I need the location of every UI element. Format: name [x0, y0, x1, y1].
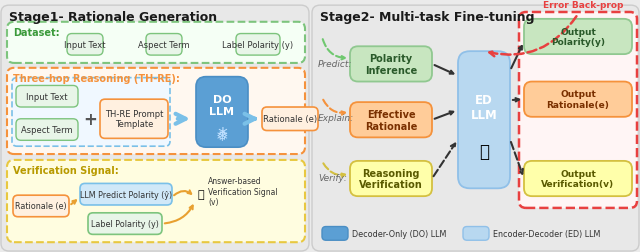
FancyBboxPatch shape [88, 213, 162, 234]
FancyBboxPatch shape [16, 86, 78, 108]
Text: Predict:: Predict: [318, 60, 353, 69]
Text: Input Text: Input Text [26, 92, 68, 101]
Text: Output
Rationale(e): Output Rationale(e) [547, 90, 609, 109]
Text: Answer-based
Verification Signal
(v): Answer-based Verification Signal (v) [208, 177, 278, 206]
Text: Verification Signal:: Verification Signal: [13, 165, 119, 175]
Text: Dataset:: Dataset: [13, 27, 60, 38]
FancyBboxPatch shape [524, 20, 632, 55]
Text: Polarity
Inference: Polarity Inference [365, 54, 417, 75]
FancyBboxPatch shape [463, 227, 489, 240]
Text: Aspect Term: Aspect Term [138, 41, 190, 50]
Text: Aspect Term: Aspect Term [21, 125, 73, 135]
Text: Rationale (e): Rationale (e) [15, 202, 67, 211]
Text: Label Polarity (y): Label Polarity (y) [223, 41, 294, 50]
FancyBboxPatch shape [7, 160, 305, 242]
FancyBboxPatch shape [524, 82, 632, 117]
FancyBboxPatch shape [16, 119, 78, 141]
FancyBboxPatch shape [100, 100, 168, 139]
FancyBboxPatch shape [146, 35, 182, 56]
FancyBboxPatch shape [13, 195, 69, 217]
Text: Input Text: Input Text [64, 41, 106, 50]
Text: Output
Verification(v): Output Verification(v) [541, 169, 614, 188]
FancyBboxPatch shape [67, 35, 103, 56]
Text: Reasoning
Verification: Reasoning Verification [359, 168, 423, 190]
FancyBboxPatch shape [519, 13, 637, 208]
Text: Error Back-prop: Error Back-prop [543, 1, 623, 10]
Text: ❅: ❅ [216, 129, 228, 143]
FancyBboxPatch shape [458, 52, 510, 188]
Text: *: * [217, 125, 227, 144]
Text: 🔥: 🔥 [479, 143, 489, 161]
FancyBboxPatch shape [12, 78, 170, 147]
FancyBboxPatch shape [1, 6, 309, 251]
Text: Stage1- Rationale Generation: Stage1- Rationale Generation [9, 11, 217, 24]
FancyBboxPatch shape [196, 77, 248, 148]
FancyBboxPatch shape [236, 35, 280, 56]
Text: Rationale (e): Rationale (e) [263, 115, 317, 124]
Text: Verify:: Verify: [318, 173, 347, 182]
FancyBboxPatch shape [312, 6, 639, 251]
FancyBboxPatch shape [7, 69, 305, 154]
Text: Explain:: Explain: [318, 114, 354, 123]
Text: ED
LLM: ED LLM [470, 94, 497, 121]
FancyBboxPatch shape [80, 184, 172, 205]
Text: Output
Polarity(y): Output Polarity(y) [551, 28, 605, 47]
FancyBboxPatch shape [322, 227, 348, 240]
Text: +: + [83, 110, 97, 128]
FancyBboxPatch shape [350, 47, 432, 82]
Text: Decoder-Only (DO) LLM: Decoder-Only (DO) LLM [352, 229, 446, 238]
FancyBboxPatch shape [524, 161, 632, 196]
Text: Label Polarity (y): Label Polarity (y) [91, 219, 159, 228]
Text: Encoder-Decoder (ED) LLM: Encoder-Decoder (ED) LLM [493, 229, 600, 238]
FancyBboxPatch shape [7, 23, 305, 64]
FancyBboxPatch shape [262, 108, 318, 131]
Text: Three-hop Reasoning (TH-RE):: Three-hop Reasoning (TH-RE): [13, 73, 180, 83]
Text: Effective
Rationale: Effective Rationale [365, 110, 417, 131]
Text: DO
LLM: DO LLM [209, 95, 234, 116]
FancyBboxPatch shape [350, 103, 432, 138]
Text: 🟡: 🟡 [198, 190, 205, 199]
Text: TH-RE Prompt
Template: TH-RE Prompt Template [105, 110, 163, 129]
Text: Stage2- Multi-task Fine-tuning: Stage2- Multi-task Fine-tuning [320, 11, 534, 24]
FancyBboxPatch shape [350, 161, 432, 196]
Text: LLM Predict Polarity (ŷ): LLM Predict Polarity (ŷ) [80, 190, 172, 199]
